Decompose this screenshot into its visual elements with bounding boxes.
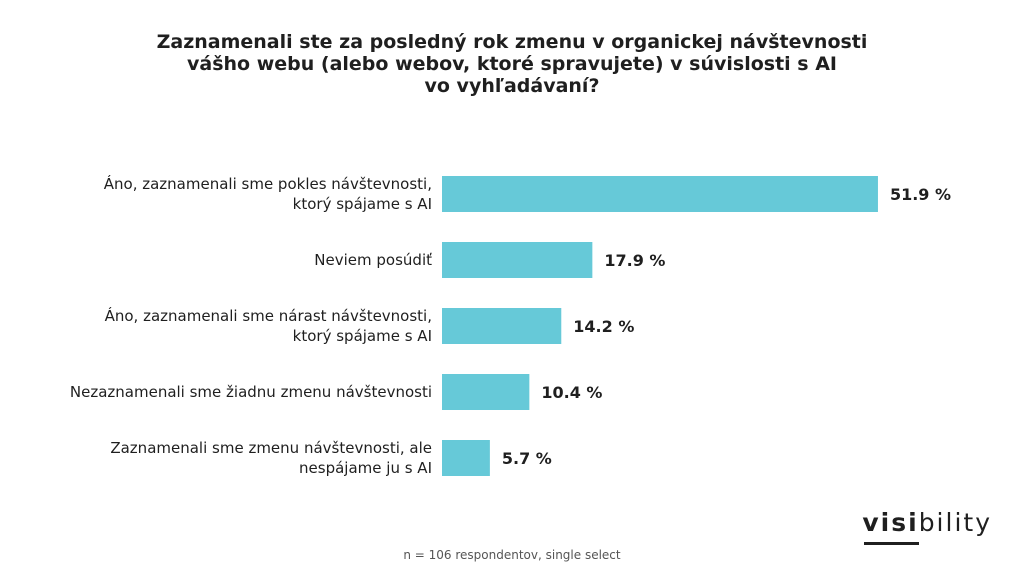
category-label-5-line-2: nespájame ju s AI (299, 459, 432, 477)
category-label-1-line-1: Áno, zaznamenali sme pokles návštevnosti… (104, 174, 432, 193)
category-label-3-line-2: ktorý spájame s AI (293, 327, 432, 345)
value-label-5: 5.7 % (502, 449, 552, 468)
bar-4 (442, 374, 530, 410)
sample-size-note: n = 106 respondentov, single select (403, 548, 621, 562)
bar-1 (442, 176, 878, 212)
value-label-4: 10.4 % (541, 383, 602, 402)
category-label-1: Áno, zaznamenali sme pokles návštevnosti… (104, 174, 432, 213)
category-label-2-line-1: Neviem posúdiť (314, 251, 432, 269)
chart-title-line-3: vo vyhľadávaní? (424, 75, 600, 97)
bar-2 (442, 242, 593, 278)
logo-text-strong: visi (862, 508, 919, 537)
category-label-4-line-1: Nezaznamenali sme žiadnu zmenu návštevno… (70, 383, 432, 401)
category-label-1-line-2: ktorý spájame s AI (293, 195, 432, 213)
chart-title: Zaznamenali ste za posledný rok zmenu v … (112, 31, 912, 97)
category-label-3-line-1: Áno, zaznamenali sme nárast návštevnosti… (105, 306, 432, 325)
category-label-5: Zaznamenali sme zmenu návštevnosti, ale n… (110, 439, 432, 477)
logo-text-light: bility (918, 508, 992, 537)
category-label-2: Neviem posúdiť (314, 251, 432, 269)
chart-title-line-1: Zaznamenali ste za posledný rok zmenu v … (156, 31, 868, 53)
visibility-logo: visibility (862, 508, 992, 537)
value-label-3: 14.2 % (573, 317, 634, 336)
bar-3 (442, 308, 562, 344)
category-label-4: Nezaznamenali sme žiadnu zmenu návštevno… (70, 383, 432, 401)
category-label-5-line-1: Zaznamenali sme zmenu návštevnosti, ale (110, 439, 432, 457)
bar-5 (442, 440, 490, 476)
value-label-1: 51.9 % (890, 185, 951, 204)
category-label-3: Áno, zaznamenali sme nárast návštevnosti… (105, 306, 432, 345)
chart-title-line-2: vášho webu (alebo webov, ktoré spravujet… (187, 53, 837, 75)
value-label-2: 17.9 % (604, 251, 665, 270)
